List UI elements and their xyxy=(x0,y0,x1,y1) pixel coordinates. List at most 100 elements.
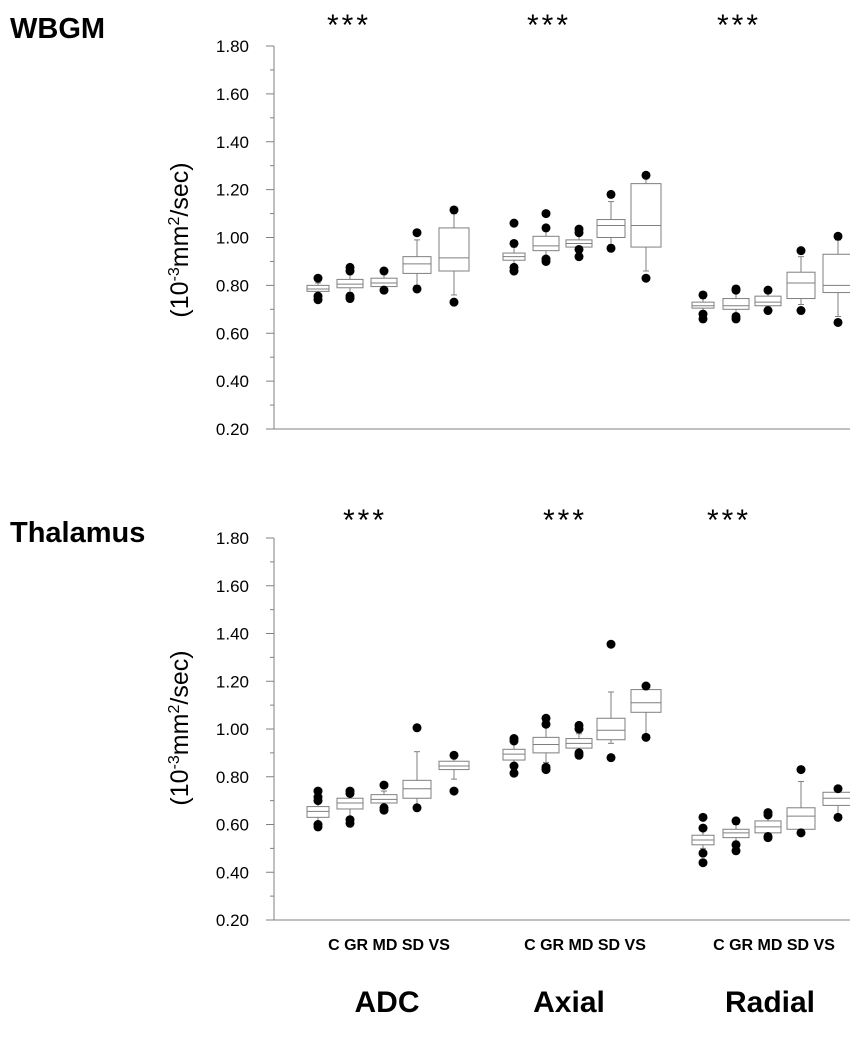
outlier-point xyxy=(345,786,355,796)
box-radial-md xyxy=(754,808,782,843)
y-tick-label: 1.60 xyxy=(216,85,249,104)
outlier-point xyxy=(731,840,741,850)
y-tick-label: 1.20 xyxy=(216,672,249,691)
y-tick-label: 0.40 xyxy=(216,372,249,391)
box-axial-c xyxy=(502,734,526,778)
box-iqr xyxy=(370,794,398,804)
box-radial-md xyxy=(754,285,782,316)
y-tick-label: 1.40 xyxy=(216,133,249,152)
y-axis-label-wbgm: (10-3mm2/sec) xyxy=(166,162,194,317)
outlier-point xyxy=(833,231,843,241)
box-adc-gr xyxy=(336,262,364,304)
box-iqr xyxy=(502,748,526,761)
box-iqr xyxy=(370,277,398,288)
outlier-point xyxy=(763,831,773,841)
significance-thalamus-axial: *** xyxy=(543,504,587,537)
group-labels-axial: C GR MD SD VS xyxy=(524,937,646,954)
box-iqr xyxy=(822,253,850,294)
box-radial-sd xyxy=(786,246,816,316)
box-radial-gr xyxy=(722,284,750,324)
box-adc-sd xyxy=(402,228,432,294)
outlier-point xyxy=(796,306,806,316)
outlier-point xyxy=(641,681,651,691)
box-adc-vs xyxy=(438,750,470,796)
outlier-point xyxy=(509,761,519,771)
outlier-point xyxy=(574,244,584,254)
outlier-point xyxy=(698,858,708,868)
box-radial-vs xyxy=(822,784,850,822)
box-iqr xyxy=(722,298,750,310)
outlier-point xyxy=(833,812,843,822)
box-axial-md xyxy=(565,720,593,760)
box-iqr xyxy=(691,301,715,309)
outlier-point xyxy=(412,228,422,238)
y-tick-label: 0.80 xyxy=(216,768,249,787)
box-axial-sd xyxy=(596,639,626,763)
outlier-point xyxy=(449,750,459,760)
outlier-point xyxy=(641,732,651,742)
outlier-point xyxy=(509,768,519,778)
box-adc-sd xyxy=(402,723,432,813)
y-tick-label: 1.40 xyxy=(216,625,249,644)
outlier-point xyxy=(379,285,389,295)
significance-wbgm-radial: *** xyxy=(717,9,761,42)
outlier-point xyxy=(698,309,708,319)
outlier-point xyxy=(313,273,323,283)
outlier-point xyxy=(731,816,741,826)
box-iqr xyxy=(438,227,470,272)
box-radial-sd xyxy=(786,765,816,838)
outlier-point xyxy=(541,762,551,772)
outlier-point xyxy=(541,713,551,723)
y-tick-label: 1.00 xyxy=(216,720,249,739)
box-axial-c xyxy=(502,218,526,276)
box-iqr xyxy=(630,689,662,713)
outlier-point xyxy=(313,820,323,829)
outlier-point xyxy=(379,803,389,813)
y-axis-label-thalamus: (10-3mm2/sec) xyxy=(166,650,194,805)
box-iqr xyxy=(596,219,626,238)
outlier-point xyxy=(698,290,708,300)
outlier-point xyxy=(606,753,616,763)
outlier-point xyxy=(449,786,459,796)
box-iqr xyxy=(630,183,662,248)
box-adc-c xyxy=(306,273,330,305)
outlier-point xyxy=(574,720,584,730)
outlier-point xyxy=(412,723,422,733)
outlier-point xyxy=(541,254,551,264)
outlier-point xyxy=(345,291,355,301)
box-axial-gr xyxy=(532,713,560,775)
box-radial-c xyxy=(691,812,715,868)
box-adc-md xyxy=(370,266,398,295)
outlier-point xyxy=(509,218,519,228)
outlier-point xyxy=(449,297,459,307)
y-tick-label: 0.20 xyxy=(216,911,249,930)
box-iqr xyxy=(754,295,782,307)
outlier-point xyxy=(698,823,708,833)
panel-1: 0.20 0.40 0.60 0.80 1.00 1.20 1.40 1.60 1.80 xyxy=(216,529,850,930)
outlier-point xyxy=(541,209,551,219)
outlier-point xyxy=(574,252,584,262)
outlier-point xyxy=(763,285,773,295)
y-tick-label: 0.20 xyxy=(216,420,249,439)
box-axial-vs xyxy=(630,681,662,742)
y-tick-label: 0.60 xyxy=(216,816,249,835)
box-adc-gr xyxy=(336,786,364,828)
outlier-point xyxy=(606,189,616,199)
outlier-point xyxy=(698,812,708,822)
box-iqr xyxy=(336,797,364,810)
box-iqr xyxy=(336,278,364,289)
panel-0: 0.20 0.40 0.60 0.80 1.00 1.20 1.40 1.60 1.80 xyxy=(216,37,850,439)
box-radial-c xyxy=(691,290,715,324)
box-iqr xyxy=(822,791,850,806)
outlier-point xyxy=(796,828,806,838)
y-tick-label: 1.80 xyxy=(216,37,249,56)
outlier-point xyxy=(833,317,843,327)
outlier-point xyxy=(345,262,355,272)
outlier-point xyxy=(509,262,519,272)
outlier-point xyxy=(313,291,323,301)
outlier-point xyxy=(731,284,741,294)
outlier-point xyxy=(796,765,806,775)
box-adc-vs xyxy=(438,205,470,307)
box-iqr xyxy=(438,760,470,771)
y-tick-label: 1.80 xyxy=(216,529,249,548)
